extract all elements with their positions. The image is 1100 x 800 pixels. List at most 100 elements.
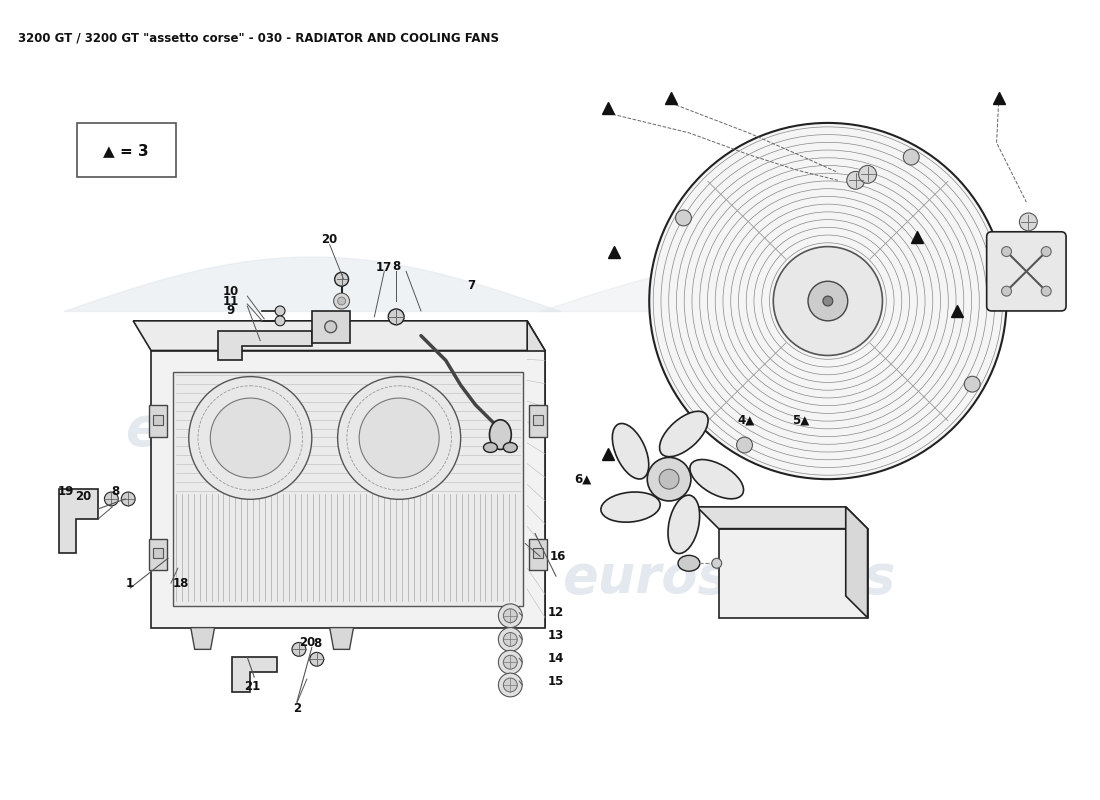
Circle shape	[1002, 286, 1012, 296]
Circle shape	[1042, 286, 1052, 296]
Circle shape	[808, 282, 848, 321]
Text: 19: 19	[57, 485, 74, 498]
Circle shape	[324, 321, 337, 333]
Bar	[77, 123, 176, 178]
Circle shape	[275, 316, 285, 326]
Circle shape	[647, 458, 691, 501]
Circle shape	[498, 673, 522, 697]
Polygon shape	[232, 658, 277, 692]
Ellipse shape	[613, 423, 649, 479]
Text: 8: 8	[392, 260, 400, 273]
Text: 10: 10	[222, 285, 239, 298]
Text: 8: 8	[111, 485, 120, 498]
Polygon shape	[190, 628, 214, 650]
Text: eurospares: eurospares	[125, 404, 459, 456]
Circle shape	[773, 246, 882, 355]
Text: 20: 20	[76, 490, 91, 503]
Text: 5▲: 5▲	[792, 414, 810, 426]
Text: 3200 GT / 3200 GT "assetto corse" - 030 - RADIATOR AND COOLING FANS: 3200 GT / 3200 GT "assetto corse" - 030 …	[18, 32, 499, 45]
Text: 20: 20	[299, 636, 315, 649]
Circle shape	[965, 376, 980, 392]
Ellipse shape	[601, 492, 660, 522]
Ellipse shape	[484, 442, 497, 453]
Ellipse shape	[660, 411, 708, 457]
Bar	[173, 372, 524, 606]
Circle shape	[121, 492, 135, 506]
Polygon shape	[58, 489, 98, 554]
Circle shape	[712, 558, 722, 568]
FancyBboxPatch shape	[987, 232, 1066, 311]
Circle shape	[275, 306, 285, 316]
Circle shape	[498, 628, 522, 651]
Text: 20: 20	[321, 233, 338, 246]
Text: 15: 15	[548, 674, 564, 687]
Circle shape	[333, 293, 350, 309]
Circle shape	[1042, 246, 1052, 257]
Circle shape	[310, 652, 323, 666]
Circle shape	[189, 377, 311, 499]
Circle shape	[1020, 213, 1037, 230]
Bar	[534, 415, 543, 425]
Text: 6▲: 6▲	[574, 473, 592, 486]
Circle shape	[338, 297, 345, 305]
Ellipse shape	[668, 495, 700, 554]
Bar	[150, 538, 167, 570]
Circle shape	[338, 377, 461, 499]
Ellipse shape	[504, 442, 517, 453]
Text: 8: 8	[314, 637, 322, 650]
Text: 1: 1	[126, 577, 134, 590]
Polygon shape	[527, 321, 544, 628]
Text: 13: 13	[548, 629, 564, 642]
Bar	[150, 405, 167, 437]
Circle shape	[504, 633, 517, 646]
Circle shape	[498, 604, 522, 628]
Circle shape	[675, 210, 692, 226]
Ellipse shape	[490, 420, 512, 450]
Circle shape	[360, 398, 439, 478]
Text: 18: 18	[173, 577, 189, 590]
Polygon shape	[330, 628, 353, 650]
Text: 7: 7	[468, 278, 475, 292]
Circle shape	[903, 149, 920, 165]
Bar	[311, 311, 350, 342]
Circle shape	[504, 678, 517, 692]
Circle shape	[847, 171, 865, 190]
Text: 21: 21	[244, 681, 261, 694]
Bar	[529, 538, 547, 570]
Circle shape	[292, 642, 306, 656]
Bar	[153, 415, 163, 425]
Circle shape	[504, 655, 517, 669]
Ellipse shape	[678, 555, 700, 571]
Text: ▲ = 3: ▲ = 3	[103, 143, 148, 158]
Bar	[153, 549, 163, 558]
Circle shape	[659, 470, 679, 489]
Text: 9: 9	[227, 305, 234, 318]
Circle shape	[498, 650, 522, 674]
Text: 17: 17	[376, 261, 393, 274]
Text: 14: 14	[548, 652, 564, 665]
Circle shape	[649, 123, 1006, 479]
Circle shape	[504, 609, 517, 622]
Polygon shape	[697, 507, 868, 529]
Text: 16: 16	[550, 550, 566, 563]
Circle shape	[388, 309, 404, 325]
Circle shape	[334, 272, 349, 286]
Circle shape	[210, 398, 290, 478]
Text: 11: 11	[222, 294, 239, 307]
Circle shape	[1002, 246, 1012, 257]
Polygon shape	[718, 529, 868, 618]
Circle shape	[859, 166, 877, 183]
Text: 2: 2	[293, 702, 301, 715]
Polygon shape	[218, 330, 311, 361]
Polygon shape	[846, 507, 868, 618]
Bar	[534, 549, 543, 558]
Text: 4▲: 4▲	[738, 414, 755, 426]
Text: 12: 12	[548, 606, 564, 619]
Circle shape	[737, 437, 752, 453]
Polygon shape	[151, 350, 544, 628]
Circle shape	[823, 296, 833, 306]
Bar	[529, 405, 547, 437]
Circle shape	[104, 492, 119, 506]
Ellipse shape	[690, 459, 744, 499]
Polygon shape	[133, 321, 544, 350]
